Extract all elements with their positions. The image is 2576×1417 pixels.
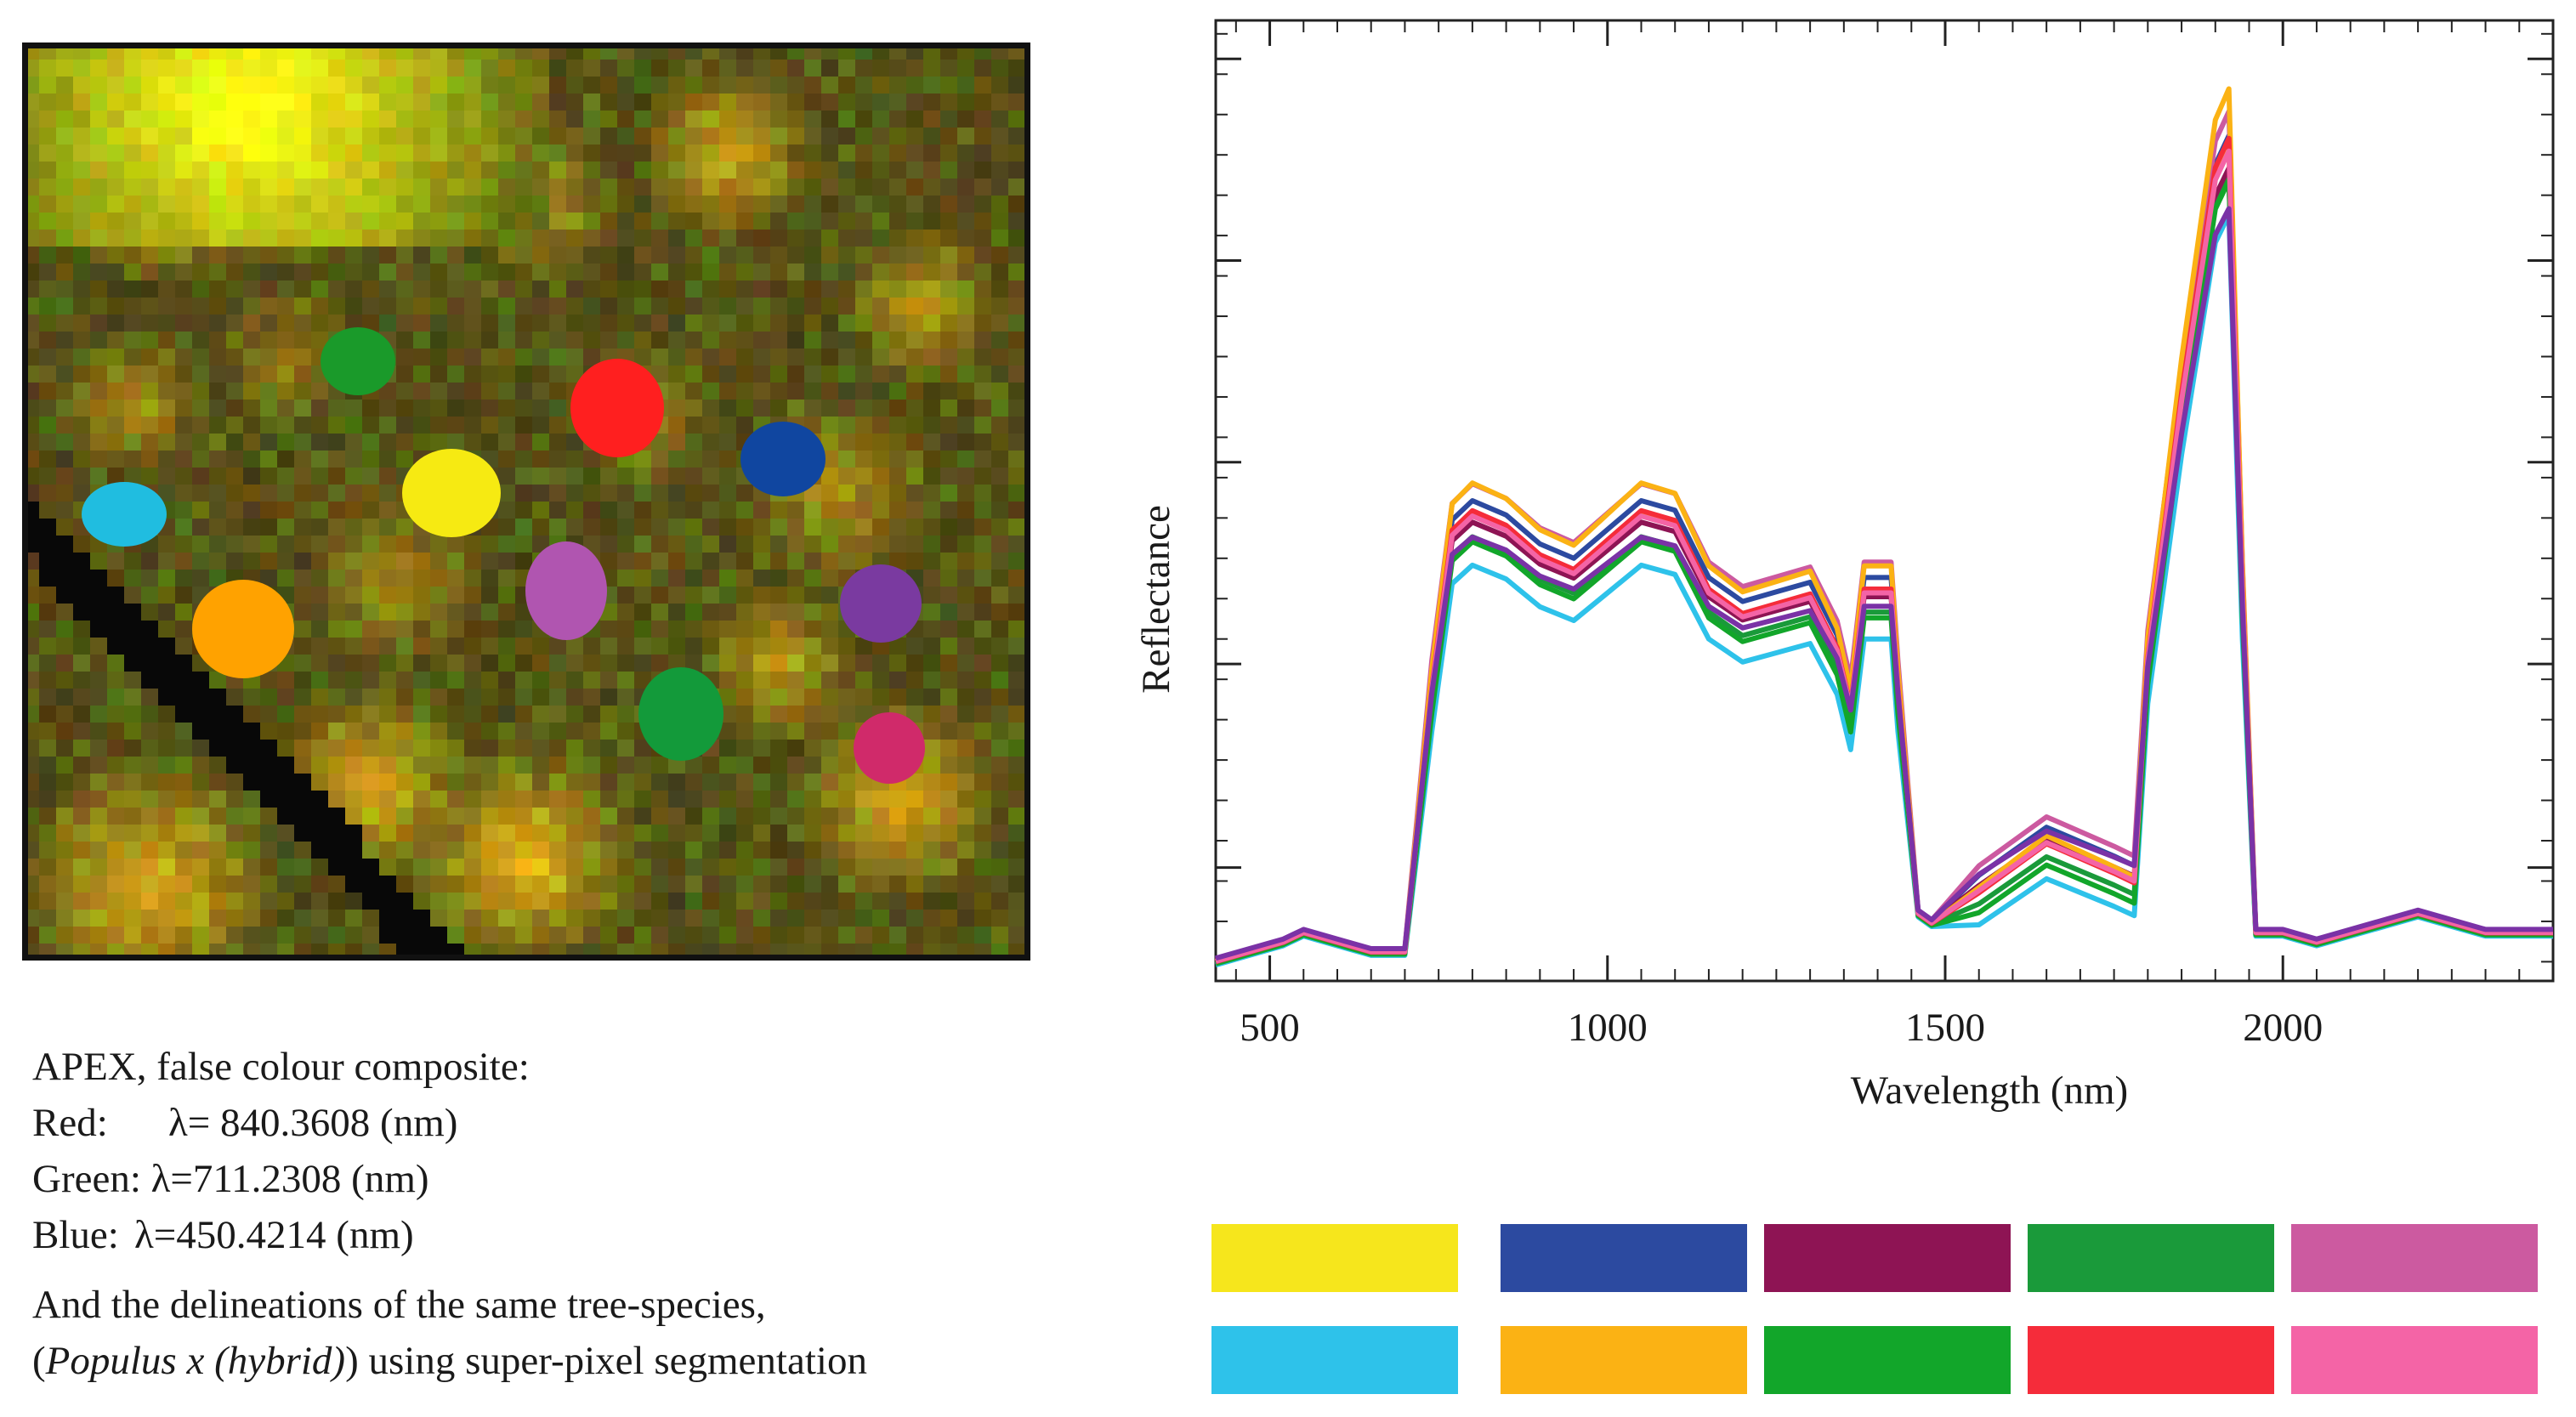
legend-swatch [1211, 1326, 1458, 1394]
segment-yellow [402, 449, 501, 537]
y-axis-label: Reflectance [1134, 505, 1178, 694]
legend-swatch [1501, 1224, 1747, 1292]
caption-red-label: Red: [32, 1101, 108, 1145]
caption-blue-value: λ=450.4214 (nm) [134, 1213, 414, 1257]
caption-paren: ( [32, 1339, 46, 1383]
caption-species-row: (Populus x (hybrid)) using super-pixel s… [32, 1333, 867, 1389]
segment-orange [192, 580, 294, 678]
segment-blue [740, 422, 826, 496]
segment-purple [840, 564, 922, 643]
x-tick-label: 1000 [1568, 1006, 1648, 1050]
reflectance-chart: 500 1000 1500 2000 Reflectance Wavelength (… [1134, 19, 2555, 1113]
x-tick-label: 1500 [1905, 1006, 1985, 1050]
caption-green-value: λ=711.2308 (nm) [150, 1157, 429, 1201]
legend-swatch [1501, 1326, 1747, 1394]
caption-method: ) using super-pixel segmentation [345, 1339, 867, 1383]
x-tick-label: 2000 [2243, 1006, 2323, 1050]
x-axis-label: Wavelength (nm) [1851, 1068, 2128, 1113]
image-caption: APEX, false colour composite: Red: λ= 840… [32, 1039, 867, 1389]
caption-red-row: Red: λ= 840.3608 (nm) [32, 1095, 867, 1151]
color-legend [1211, 1224, 2563, 1394]
segment-green [321, 327, 395, 395]
y-axis-ticks [1216, 32, 2553, 963]
image-canvas [22, 43, 1030, 961]
caption-blue-label: Blue: [32, 1213, 119, 1257]
caption-green-label: Green: [32, 1157, 141, 1201]
series-line-purple [1215, 206, 2553, 961]
caption-green-row: Green: λ=711.2308 (nm) [32, 1151, 867, 1207]
segment-crimson [854, 712, 925, 784]
legend-swatch [2028, 1326, 2274, 1394]
legend-swatch [1764, 1326, 2011, 1394]
segment-red [570, 359, 664, 457]
legend-swatch [1764, 1224, 2011, 1292]
series-lines [1215, 86, 2553, 968]
legend-swatch [2291, 1224, 2538, 1292]
legend-swatch [2291, 1326, 2538, 1394]
false-colour-image [22, 43, 1030, 961]
caption-blue-row: Blue: λ=450.4214 (nm) [32, 1207, 867, 1263]
legend-swatch [2028, 1224, 2274, 1292]
caption-title: APEX, false colour composite: [32, 1045, 530, 1089]
x-axis-ticks: 500 1000 1500 2000 [1234, 20, 2521, 1050]
x-tick-label: 500 [1240, 1006, 1300, 1050]
caption-description: And the delineations of the same tree-sp… [32, 1283, 766, 1327]
segment-dark-green [638, 667, 723, 761]
legend-swatch [1211, 1224, 1458, 1292]
plot-frame [1214, 19, 2555, 983]
segment-magenta [525, 541, 607, 640]
segment-cyan [82, 482, 167, 547]
caption-species: Populus x (hybrid) [45, 1339, 346, 1383]
caption-red-value: λ= 840.3608 (nm) [168, 1101, 458, 1145]
